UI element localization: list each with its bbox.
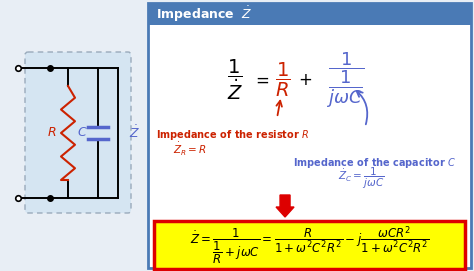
Bar (154, 221, 465, 269)
Text: $\dfrac{1}{\dot{Z}}$: $\dfrac{1}{\dot{Z}}$ (227, 58, 243, 102)
Text: Impedance of the capacitor $C$: Impedance of the capacitor $C$ (293, 156, 456, 170)
Text: Impedance  $\dot{Z}$: Impedance $\dot{Z}$ (156, 4, 253, 24)
Text: Impedance of the resistor $R$: Impedance of the resistor $R$ (156, 128, 310, 142)
Text: $R$: $R$ (47, 127, 57, 140)
Bar (148, 3, 471, 268)
Text: $\dfrac{1}{\dfrac{1}{j\omega C}}$: $\dfrac{1}{\dfrac{1}{j\omega C}}$ (326, 50, 365, 110)
Text: $+$: $+$ (298, 71, 312, 89)
Text: $\dot{Z}_C = \dfrac{1}{j\omega C}$: $\dot{Z}_C = \dfrac{1}{j\omega C}$ (338, 165, 384, 191)
FancyBboxPatch shape (25, 52, 131, 213)
Text: $C$: $C$ (77, 127, 87, 140)
Bar (148, 3, 471, 25)
Text: $\dfrac{1}{R}$: $\dfrac{1}{R}$ (275, 61, 291, 99)
FancyArrow shape (276, 195, 294, 217)
Text: $\dot{Z}$: $\dot{Z}$ (129, 125, 140, 141)
Text: $\dot{Z} = \dfrac{1}{\dfrac{1}{R}+j\omega C} = \dfrac{R}{1+\omega^2C^2R^2}-j\dfr: $\dot{Z} = \dfrac{1}{\dfrac{1}{R}+j\omeg… (190, 224, 429, 266)
Text: $\dot{Z}_R = R$: $\dot{Z}_R = R$ (173, 140, 207, 157)
Text: $=$: $=$ (252, 71, 270, 89)
